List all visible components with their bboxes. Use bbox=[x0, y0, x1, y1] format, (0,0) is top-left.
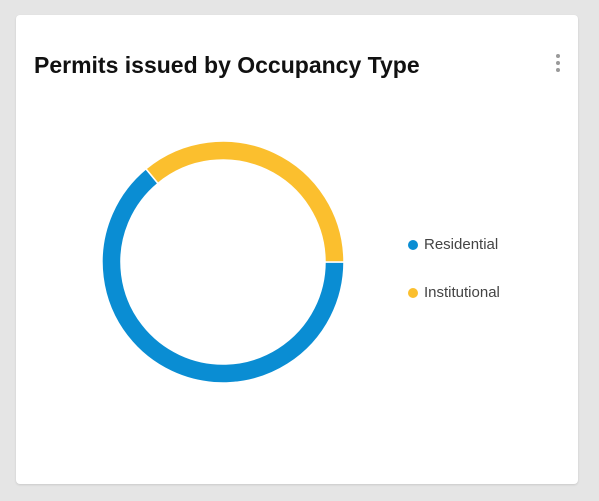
chart-card: Permits issued by Occupancy Type Residen… bbox=[16, 15, 578, 484]
legend-dot-institutional bbox=[408, 288, 418, 298]
donut-slices bbox=[102, 141, 344, 383]
donut-slice-institutional[interactable] bbox=[146, 141, 344, 262]
legend-label-residential: Residential bbox=[424, 236, 498, 254]
legend-label-institutional: Institutional bbox=[424, 284, 500, 302]
legend-dot-residential bbox=[408, 240, 418, 250]
